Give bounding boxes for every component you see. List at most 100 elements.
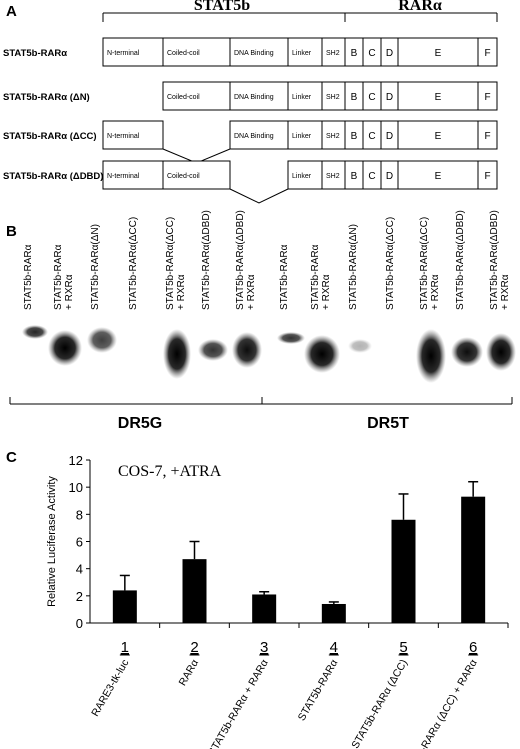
stat5b-header: STAT5b — [194, 0, 250, 14]
panel-b-label: B — [6, 223, 17, 240]
construct-row: STAT5b-RARα N-terminal Coiled-coil DNA Bind… — [3, 37, 498, 67]
construct-name: STAT5b-RARα (ΔDBD) — [3, 171, 103, 182]
gel-band — [486, 333, 516, 371]
chart-bars — [112, 480, 486, 623]
construct-row: STAT5b-RARα (ΔCC) N-terminal DNA Binding Li… — [3, 120, 498, 164]
category-name: RARE3-tk-luc — [89, 658, 131, 719]
domain-sh2-label: SH2 — [326, 133, 340, 140]
deletion-line — [229, 188, 289, 204]
gel-band — [22, 325, 48, 339]
category-name: STAT5b-RARα + RARα — [206, 658, 271, 749]
domain-d-label: D — [386, 48, 393, 59]
domain-d-label: D — [386, 92, 393, 103]
lane-label: STAT5b-RARα(ΔDBD)+ RXRα — [235, 210, 257, 310]
lane-label: STAT5b-RARα — [279, 244, 290, 310]
construct-row: STAT5b-RARα (ΔDBD) N-terminal Coiled-coil L… — [3, 160, 498, 204]
domain-d-label: D — [386, 171, 393, 182]
domain-b-label: B — [351, 131, 358, 142]
lane-label: STAT5b-RARα — [23, 244, 34, 310]
category-name: RARα — [177, 658, 202, 688]
domain-e-label: E — [435, 131, 442, 142]
construct-segment — [102, 160, 231, 190]
domain-e-label: E — [435, 171, 442, 182]
domain-f-label: F — [484, 48, 490, 59]
domain-nterm-label: N-terminal — [107, 133, 140, 140]
group-label-dr5g: DR5G — [118, 415, 162, 432]
x-tick-label: 4 — [330, 639, 338, 656]
y-axis-label: Relative Luciferase Activity — [46, 476, 58, 607]
category-name: STAT5b-RARα (ΔCC) — [349, 658, 410, 749]
domain-dna-label: DNA Binding — [234, 50, 274, 57]
y-tick-label: 0 — [76, 616, 83, 631]
lane-label: STAT5b-RARα(ΔDBD) — [455, 210, 466, 310]
lane-label: STAT5b-RARα+ RXRα — [310, 244, 332, 310]
domain-coiled-label: Coiled-coil — [167, 50, 200, 57]
y-tick-label: 12 — [69, 453, 83, 468]
gel-band — [277, 332, 305, 344]
construct-name: STAT5b-RARα (ΔN) — [3, 92, 90, 103]
domain-c-label: C — [368, 131, 375, 142]
y-tick-label: 4 — [76, 562, 83, 577]
gel-band — [198, 339, 228, 361]
y-tick-label: 10 — [69, 480, 83, 495]
lane-label: STAT5b-RARα(ΔCC) — [385, 217, 396, 310]
lane-label: STAT5b-RARα(ΔCC)+ RXRα — [165, 217, 187, 310]
panel-a-label: A — [6, 3, 17, 20]
y-tick-label: 2 — [76, 589, 83, 604]
group-label-dr5t: DR5T — [367, 415, 409, 432]
construct-segment — [102, 37, 498, 67]
domain-e-label: E — [435, 92, 442, 103]
domain-linker-label: Linker — [292, 173, 312, 180]
panel-a: A STAT5b RARα STAT5b-RARα N-terminal Coile… — [3, 0, 498, 204]
lane-label: STAT5b-RARα(ΔDBD)+ RXRα — [489, 210, 511, 310]
gel-band — [304, 335, 340, 373]
gel-bands — [22, 325, 516, 383]
panel-c-label: C — [6, 449, 17, 466]
domain-coiled-label: Coiled-coil — [167, 173, 200, 180]
bar — [252, 594, 277, 623]
domain-c-label: C — [368, 92, 375, 103]
lane-label: STAT5b-RARα(ΔCC) — [128, 217, 139, 310]
lane-label: STAT5b-RARα(ΔN) — [348, 224, 359, 310]
domain-linker-label: Linker — [292, 50, 312, 57]
domain-b-label: B — [351, 48, 358, 59]
x-tick-label: 6 — [469, 639, 477, 656]
category-name: STAT5b-RARα — [296, 658, 341, 723]
lane-label: STAT5b-RARα(ΔDBD) — [201, 210, 212, 310]
gel-band — [163, 329, 191, 379]
bar — [321, 603, 346, 623]
construct-diagrams: STAT5b-RARα N-terminal Coiled-coil DNA Bind… — [3, 37, 498, 204]
lane-label: STAT5b-RARα(ΔN) — [90, 224, 101, 310]
bar — [461, 496, 486, 623]
domain-linker-label: Linker — [292, 133, 312, 140]
y-tick-label: 8 — [76, 507, 83, 522]
domain-c-label: C — [368, 171, 375, 182]
gel-band — [451, 337, 483, 367]
domain-sh2-label: SH2 — [326, 50, 340, 57]
bar — [112, 590, 137, 623]
gel-band — [48, 330, 82, 366]
domain-dna-label: DNA Binding — [234, 94, 274, 101]
x-tick-label: 5 — [399, 639, 407, 656]
chart-annotation: COS-7, +ATRA — [118, 463, 222, 480]
construct-segment — [162, 81, 498, 111]
construct-segment — [287, 160, 498, 190]
panel-b: B STAT5b-RARα STAT5b-RARα+ RXRα STAT5b-RAR… — [6, 210, 516, 432]
bar — [182, 559, 207, 623]
gel-band — [87, 327, 117, 353]
domain-f-label: F — [484, 171, 490, 182]
domain-sh2-label: SH2 — [326, 94, 340, 101]
domain-d-label: D — [386, 131, 393, 142]
y-tick-label: 6 — [76, 535, 83, 550]
domain-nterm-label: N-terminal — [107, 50, 140, 57]
domain-e-label: E — [435, 48, 442, 59]
category-name: STAT5b-RARα (ΔCC) + RARα — [399, 658, 480, 749]
construct-name: STAT5b-RARα (ΔCC) — [3, 131, 97, 142]
chart-axes — [89, 460, 508, 624]
domain-nterm-label: N-terminal — [107, 173, 140, 180]
domain-f-label: F — [484, 131, 490, 142]
rara-header: RARα — [398, 0, 442, 14]
lane-label: STAT5b-RARα(ΔCC)+ RXRα — [419, 217, 441, 310]
domain-dna-label: DNA Binding — [234, 133, 274, 140]
